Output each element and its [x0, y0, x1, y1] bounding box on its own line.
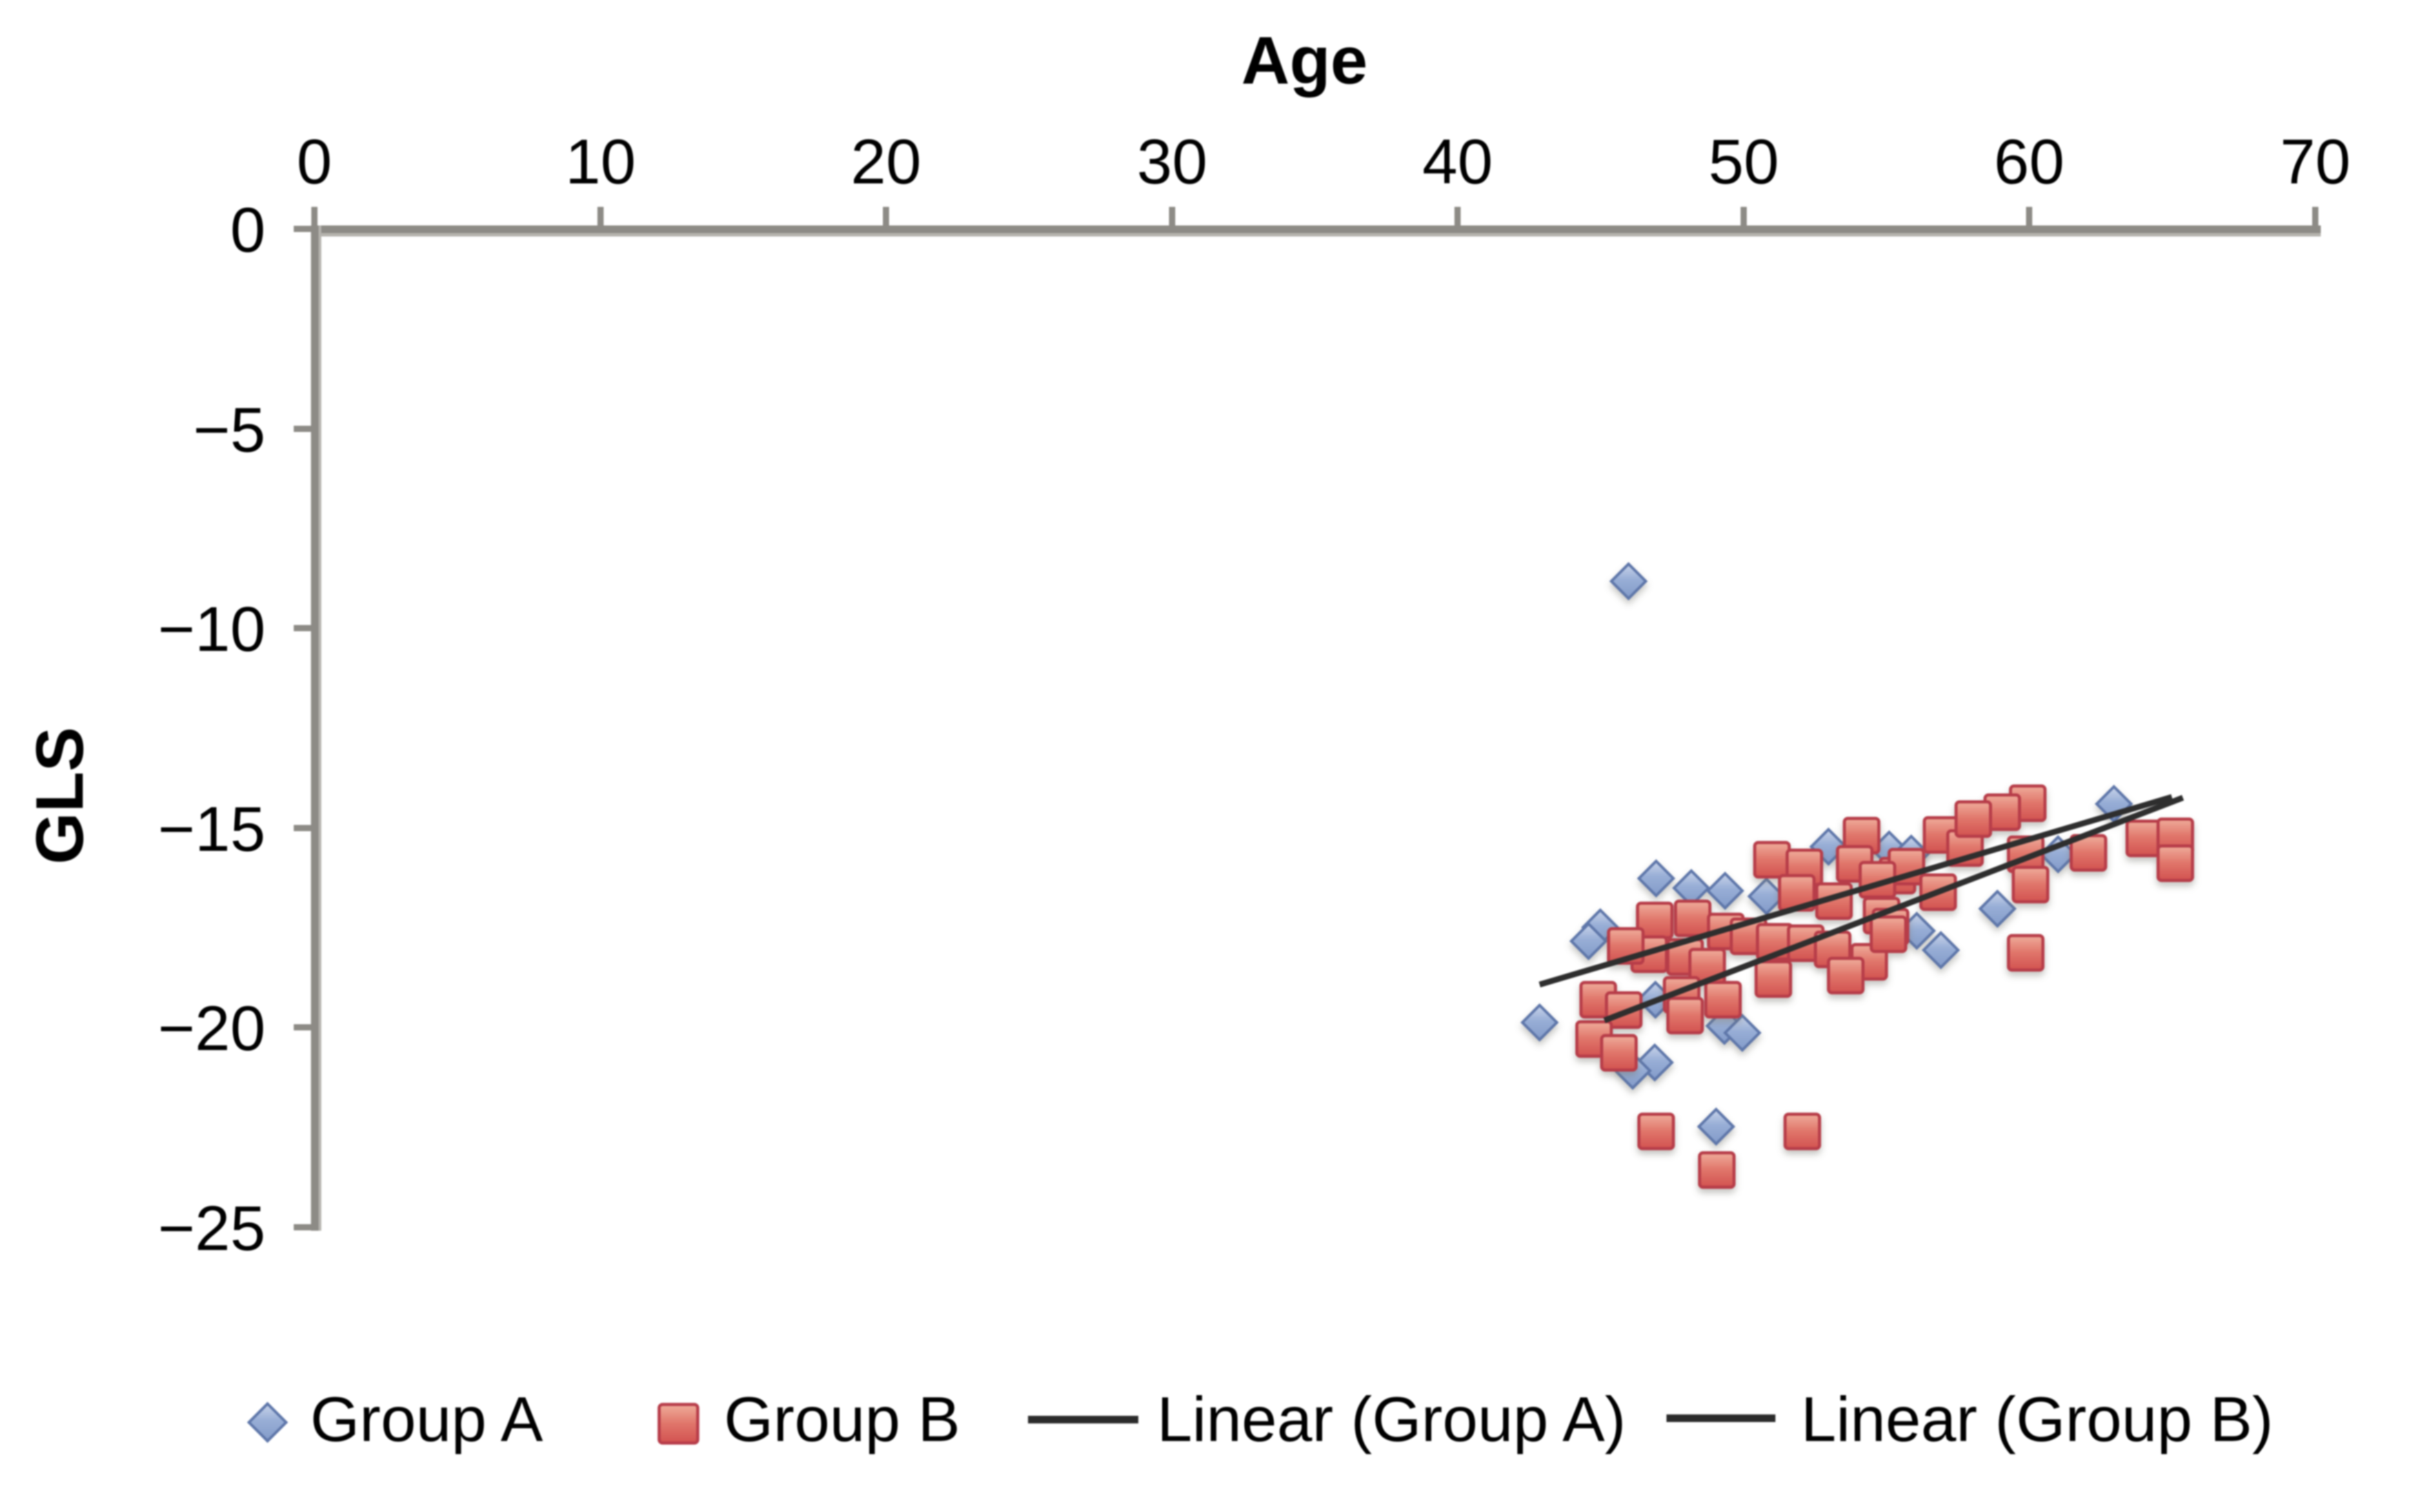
svg-text:0: 0 [230, 195, 265, 265]
svg-text:Group A: Group A [310, 1384, 543, 1455]
svg-text:60: 60 [1994, 127, 2064, 197]
svg-text:10: 10 [565, 127, 636, 197]
svg-text:−15: −15 [158, 794, 265, 865]
svg-text:−5: −5 [193, 395, 265, 465]
svg-text:GLS: GLS [22, 727, 97, 864]
svg-text:20: 20 [851, 127, 921, 197]
svg-text:Linear (Group A): Linear (Group A) [1157, 1384, 1626, 1455]
svg-text:Group B: Group B [724, 1384, 960, 1455]
svg-text:40: 40 [1422, 127, 1493, 197]
svg-text:−10: −10 [158, 594, 265, 665]
svg-text:70: 70 [2280, 127, 2350, 197]
svg-text:−20: −20 [158, 994, 265, 1064]
svg-text:−25: −25 [158, 1193, 265, 1264]
svg-text:50: 50 [1709, 127, 1779, 197]
svg-text:Age: Age [1241, 23, 1367, 98]
svg-text:30: 30 [1137, 127, 1207, 197]
svg-text:0: 0 [296, 127, 332, 197]
svg-text:Linear (Group B): Linear (Group B) [1801, 1384, 2273, 1455]
